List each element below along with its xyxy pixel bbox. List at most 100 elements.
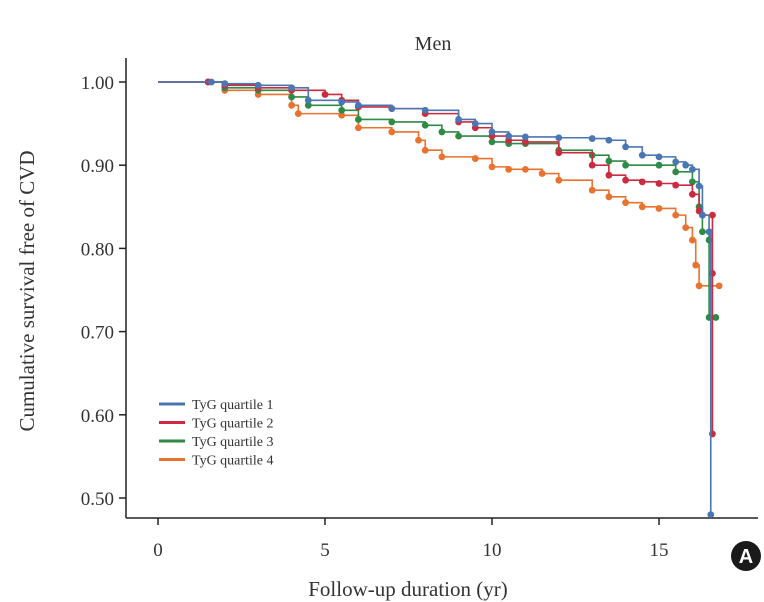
censor-point [455,116,462,123]
censor-point [689,178,696,186]
censor-point [605,171,613,179]
censor-point [689,190,696,198]
censor-point [471,120,479,127]
censor-point [294,110,302,118]
censor-point [208,78,215,86]
y-tick-label: 0.50 [81,489,114,510]
y-tick-label: 0.90 [81,156,114,177]
censor-point [672,181,680,189]
censor-point [288,101,295,109]
censor-point [555,149,563,157]
censor-point [709,211,716,219]
censor-point [588,186,596,194]
legend-label: TyG quartile 4 [192,454,273,469]
censor-point [288,84,295,92]
censor-point [699,211,706,219]
x-tick-label: 0 [153,540,163,561]
censor-point [705,228,713,236]
censor-point [655,180,663,187]
y-tick-label: 1.00 [81,73,114,94]
censor-point [712,314,720,321]
censor-point [254,81,262,89]
censor-point [638,178,646,186]
censor-point [455,132,462,140]
censor-point [438,128,446,136]
censor-point [488,138,496,146]
censor-point [605,136,613,144]
censor-point [304,101,312,109]
censor-point [388,128,396,136]
censor-point [288,93,295,101]
censor-point [672,168,680,176]
censor-point [605,157,613,165]
censor-point [695,282,703,290]
chart-title: Men [415,33,452,55]
censor-point [555,134,563,142]
censor-point [689,165,696,173]
series-3 [158,78,720,321]
censor-point [321,91,329,98]
censor-point [622,161,629,169]
censor-point [622,143,629,151]
censor-point [505,165,513,173]
censor-point [655,205,663,212]
censor-point [638,151,646,159]
censor-point [304,96,312,104]
y-axis-title: Cumulative survival free of CVD [15,150,39,431]
censor-point [555,176,563,184]
series-2 [158,78,716,438]
legend-label: TyG quartile 3 [192,435,273,450]
censor-point [638,203,646,211]
censor-point [682,224,690,232]
censor-point [421,146,429,154]
censor-point [522,165,529,173]
censor-point [338,106,346,114]
censor-point [538,170,546,177]
censor-point [522,138,529,146]
censor-point [672,211,680,219]
x-tick-label: 10 [483,540,502,561]
censor-point [605,193,613,201]
censor-point [655,153,663,161]
censor-point [388,118,396,126]
censor-point [692,261,700,269]
censor-point [588,135,596,142]
legend: TyG quartile 1 TyG quartile 2 TyG quartile… [159,398,273,469]
censor-point [682,161,690,169]
axes: 0.50 0.60 0.70 0.80 0.90 1.00 0 5 10 15 [81,58,758,561]
censor-point [415,136,422,144]
series-line [158,81,720,287]
censor-point [522,133,529,141]
y-tick-label: 0.70 [81,323,114,344]
censor-point [421,106,429,114]
censor-point [488,163,496,171]
legend-label: TyG quartile 1 [192,398,273,413]
censor-point [488,128,496,136]
censor-point [655,161,663,169]
series-line [158,81,716,319]
censor-point [471,155,479,162]
censor-point [355,101,362,109]
censor-point [695,182,703,190]
series-1 [158,78,715,519]
panel-badge-circle [731,541,761,571]
censor-point [355,116,362,123]
censor-point [588,161,596,169]
y-tick-label: 0.80 [81,239,114,260]
censor-point [355,124,362,132]
x-tick-label: 15 [650,540,669,561]
censor-point [338,111,346,119]
censor-point [707,511,715,519]
censor-point [715,282,723,290]
x-tick-label: 5 [320,540,330,561]
censor-point [338,98,346,106]
censor-point [622,199,629,207]
censor-point [421,121,429,129]
censor-point [672,158,680,166]
panel-label: A [739,546,753,568]
x-axis-title: Follow-up duration (yr) [308,577,507,601]
series-layer [158,78,723,519]
y-tick-label: 0.60 [81,406,114,427]
censor-point [388,105,396,113]
